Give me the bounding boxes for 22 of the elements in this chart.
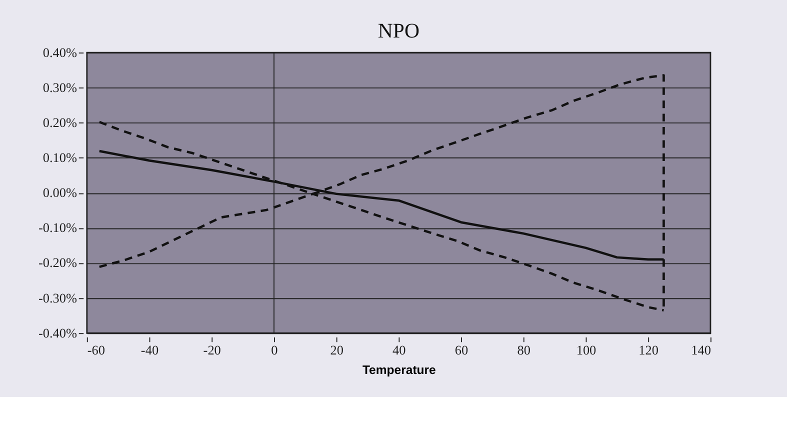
x-tick-label: 60 [454, 342, 469, 358]
y-tick-label: 0.00% [42, 185, 77, 200]
x-tick-label: -40 [140, 342, 159, 358]
chart-title: NPO [378, 19, 420, 42]
x-tick-label: -60 [87, 342, 106, 358]
y-tick-label: -0.20% [38, 255, 77, 270]
y-tick-label: 0.40% [42, 44, 77, 60]
x-axis-title: Temperature [362, 363, 436, 378]
x-tick-label: 120 [638, 342, 659, 358]
y-tick-label: -0.30% [38, 290, 77, 306]
x-tick-label: 0 [271, 342, 278, 358]
x-tick-label: -20 [203, 342, 222, 358]
x-tick-label: 80 [517, 342, 531, 358]
x-tick-label: 20 [330, 342, 344, 358]
y-tick-label: 0.20% [42, 114, 77, 130]
y-tick-label: 0.30% [42, 80, 77, 95]
x-tick-label: 40 [392, 342, 406, 358]
x-tick-label: 100 [576, 342, 597, 358]
x-tick-label: 140 [691, 342, 712, 358]
y-tick-label: -0.40% [38, 325, 77, 340]
y-tick-label: 0.10% [42, 150, 77, 166]
y-tick-label: -0.10% [38, 220, 77, 236]
